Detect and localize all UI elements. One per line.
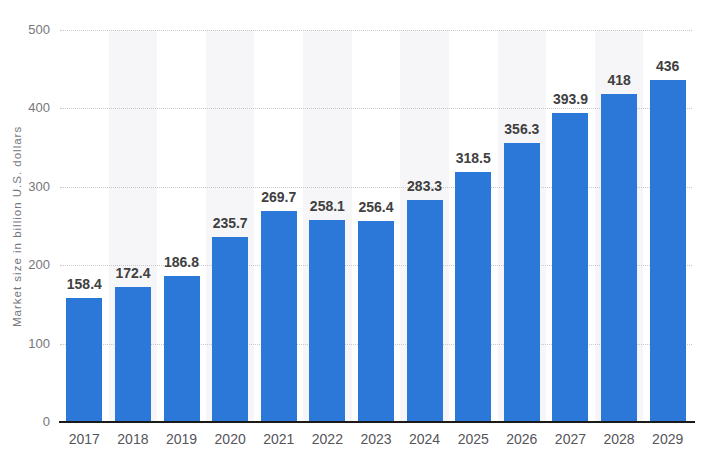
- y-tick-label: 100: [0, 336, 50, 352]
- x-axis-line: [59, 421, 695, 423]
- bar-value-label: 436: [637, 58, 698, 74]
- x-tick-label: 2021: [254, 430, 303, 448]
- x-tick-label: 2027: [546, 430, 595, 448]
- y-tick-label: 200: [0, 257, 50, 273]
- y-tick-label: 500: [0, 22, 50, 38]
- y-tick-label: 0: [0, 414, 50, 430]
- bar[interactable]: [309, 220, 345, 422]
- x-tick-label: 2028: [595, 430, 644, 448]
- y-tick-label: 400: [0, 100, 50, 116]
- x-tick-label: 2029: [643, 430, 692, 448]
- bar[interactable]: [115, 287, 151, 422]
- bar[interactable]: [552, 113, 588, 422]
- bar-value-label: 186.8: [151, 254, 212, 270]
- bar-value-label: 283.3: [394, 178, 455, 194]
- bar-value-label: 393.9: [540, 91, 601, 107]
- bar-value-label: 235.7: [200, 215, 261, 231]
- gridline: [60, 30, 692, 31]
- bar-chart: Market size in billion U.S. dollars 158.…: [0, 0, 701, 464]
- gridline: [60, 108, 692, 109]
- x-tick-label: 2026: [498, 430, 547, 448]
- bar[interactable]: [650, 80, 686, 422]
- x-tick-label: 2018: [109, 430, 158, 448]
- bar[interactable]: [407, 200, 443, 422]
- bar[interactable]: [261, 211, 297, 422]
- bar-value-label: 318.5: [443, 150, 504, 166]
- bar[interactable]: [455, 172, 491, 422]
- bar[interactable]: [504, 143, 540, 422]
- bar[interactable]: [164, 276, 200, 422]
- x-tick-label: 2022: [303, 430, 352, 448]
- bar-value-label: 256.4: [346, 199, 407, 215]
- x-tick-label: 2019: [157, 430, 206, 448]
- bar-value-label: 356.3: [492, 121, 553, 137]
- gridline: [60, 187, 692, 188]
- bar[interactable]: [66, 298, 102, 422]
- bar[interactable]: [358, 221, 394, 422]
- bar[interactable]: [212, 237, 248, 422]
- x-tick-label: 2023: [352, 430, 401, 448]
- plot-area: 158.4172.4186.8235.7269.7258.1256.4283.3…: [60, 30, 692, 422]
- bar-value-label: 418: [589, 72, 650, 88]
- x-tick-label: 2020: [206, 430, 255, 448]
- y-axis-title: Market size in billion U.S. dollars: [8, 30, 26, 422]
- x-tick-label: 2017: [60, 430, 109, 448]
- y-tick-label: 300: [0, 179, 50, 195]
- bar[interactable]: [601, 94, 637, 422]
- x-tick-label: 2024: [400, 430, 449, 448]
- x-tick-label: 2025: [449, 430, 498, 448]
